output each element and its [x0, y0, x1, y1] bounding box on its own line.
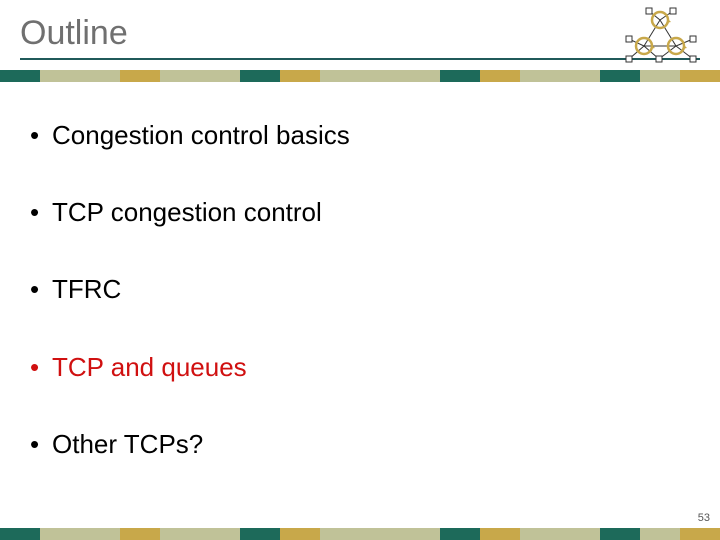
stripe-seg [440, 70, 480, 82]
bullet-dot: • [30, 197, 52, 228]
stripe-seg [280, 528, 320, 540]
bullet-text: TCP congestion control [52, 197, 322, 227]
bullet-dot: • [30, 429, 52, 460]
stripe-seg [680, 70, 720, 82]
stripe-seg [200, 70, 240, 82]
stripe-seg [80, 70, 120, 82]
page-number: 53 [698, 512, 710, 524]
stripe-seg [360, 528, 400, 540]
stripe-seg [240, 528, 280, 540]
stripe-seg [320, 70, 360, 82]
stripe-seg [0, 528, 40, 540]
stripe-seg [400, 528, 440, 540]
stripe-seg [600, 528, 640, 540]
bullet-text: Other TCPs? [52, 429, 203, 459]
bullet-dot: • [30, 352, 52, 383]
stripe-seg [480, 528, 520, 540]
stripe-seg [320, 528, 360, 540]
bullet-item: •Congestion control basics [30, 120, 670, 151]
stripe-seg [280, 70, 320, 82]
bullet-list: •Congestion control basics•TCP congestio… [30, 120, 670, 506]
slide: Outline •Congestion control basics•TCP c… [0, 0, 720, 540]
stripe-top [0, 70, 720, 82]
stripe-seg [640, 528, 680, 540]
stripe-seg [560, 70, 600, 82]
stripe-seg [160, 528, 200, 540]
stripe-bottom [0, 528, 720, 540]
network-icon [620, 6, 700, 66]
stripe-seg [80, 528, 120, 540]
page-title: Outline [20, 14, 128, 53]
stripe-seg [160, 70, 200, 82]
bullet-text: TCP and queues [52, 352, 247, 382]
title-underline [20, 58, 700, 60]
stripe-seg [520, 70, 560, 82]
bullet-item: •Other TCPs? [30, 429, 670, 460]
stripe-seg [120, 528, 160, 540]
stripe-seg [360, 70, 400, 82]
stripe-seg [680, 528, 720, 540]
stripe-seg [480, 70, 520, 82]
bullet-dot: • [30, 274, 52, 305]
bullet-dot: • [30, 120, 52, 151]
stripe-seg [400, 70, 440, 82]
bullet-text: TFRC [52, 274, 121, 304]
stripe-seg [40, 70, 80, 82]
stripe-seg [640, 70, 680, 82]
bullet-item: •TFRC [30, 274, 670, 305]
network-icon-svg [620, 6, 700, 66]
bullet-item: •TCP congestion control [30, 197, 670, 228]
bullet-item: •TCP and queues [30, 352, 670, 383]
stripe-seg [200, 528, 240, 540]
stripe-seg [40, 528, 80, 540]
stripe-seg [560, 528, 600, 540]
stripe-seg [0, 70, 40, 82]
stripe-seg [600, 70, 640, 82]
stripe-seg [440, 528, 480, 540]
stripe-seg [120, 70, 160, 82]
stripe-seg [520, 528, 560, 540]
bullet-text: Congestion control basics [52, 120, 350, 150]
stripe-seg [240, 70, 280, 82]
